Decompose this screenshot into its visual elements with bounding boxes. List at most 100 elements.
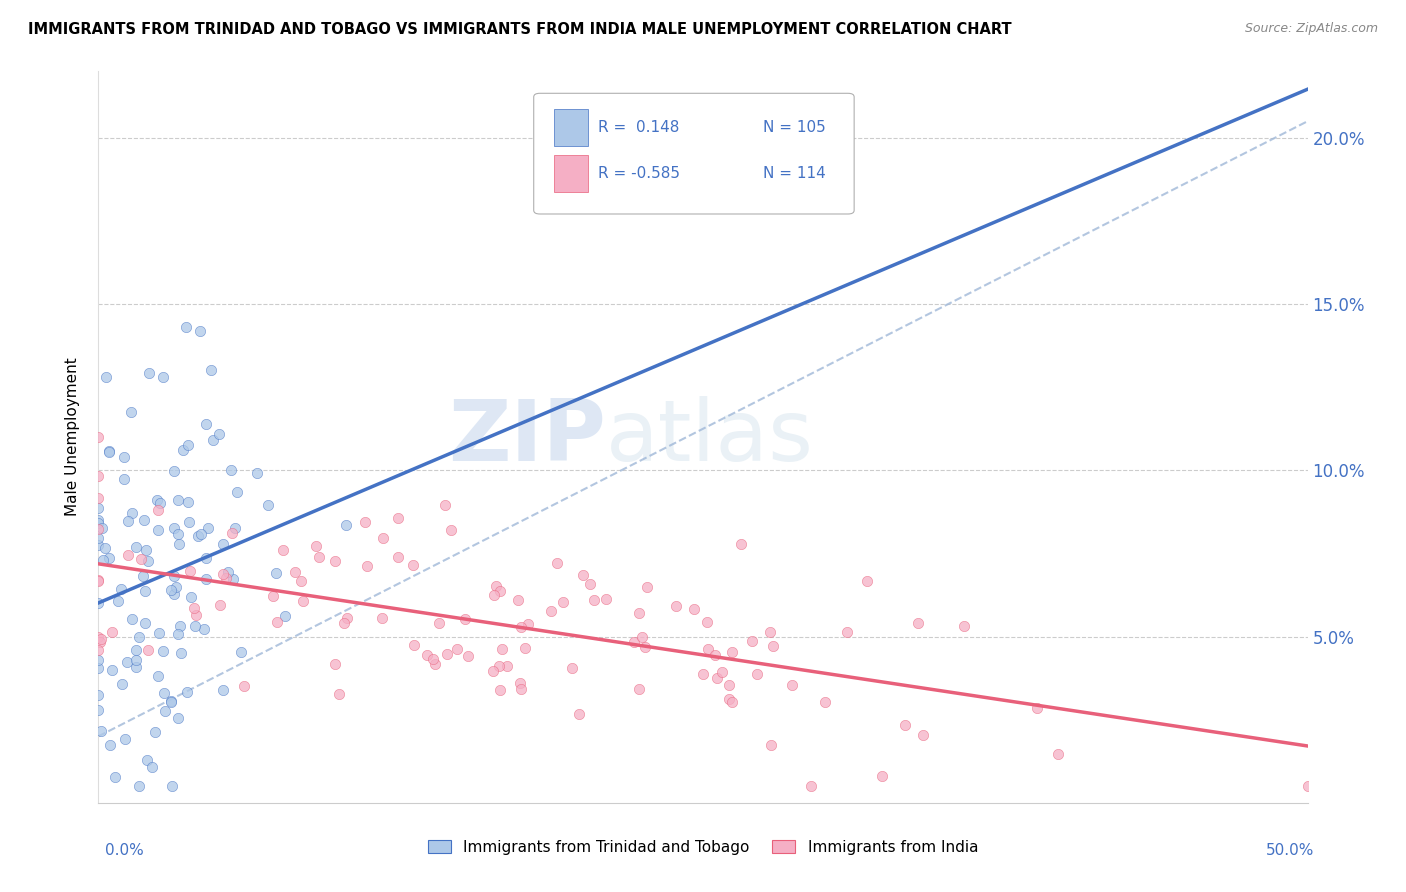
Point <box>246 466 269 480</box>
Point <box>425 657 447 671</box>
Point <box>370 610 392 624</box>
Point <box>163 568 186 582</box>
Point <box>208 599 231 613</box>
Point <box>427 616 450 631</box>
Point <box>87 703 110 717</box>
Point <box>354 515 377 529</box>
Point <box>136 643 159 657</box>
Point <box>174 319 197 334</box>
Point <box>271 542 294 557</box>
Point <box>212 537 235 551</box>
Point <box>292 594 315 608</box>
Point <box>143 725 166 739</box>
Point <box>780 678 803 692</box>
Point <box>87 653 110 667</box>
Point <box>194 573 217 587</box>
Point <box>87 643 110 657</box>
Point <box>91 521 114 535</box>
Point <box>183 601 205 615</box>
Point <box>454 612 477 626</box>
Text: R =  0.148: R = 0.148 <box>598 120 679 136</box>
Point <box>800 779 823 793</box>
Point <box>115 655 138 669</box>
Point <box>485 579 508 593</box>
Point <box>356 558 378 573</box>
Text: IMMIGRANTS FROM TRINIDAD AND TOBAGO VS IMMIGRANTS FROM INDIA MALE UNEMPLOYMENT C: IMMIGRANTS FROM TRINIDAD AND TOBAGO VS I… <box>28 22 1012 37</box>
Point <box>215 571 238 585</box>
Point <box>167 492 190 507</box>
Point <box>759 625 782 640</box>
Point <box>172 443 194 458</box>
Point <box>568 706 591 721</box>
Point <box>912 728 935 742</box>
Point <box>146 669 169 683</box>
Point <box>97 550 120 565</box>
Text: 0.0%: 0.0% <box>105 843 145 858</box>
Point <box>87 573 110 587</box>
Point <box>153 686 176 700</box>
Point <box>146 492 169 507</box>
Point <box>579 577 602 591</box>
Point <box>160 694 183 708</box>
Point <box>623 634 645 648</box>
Point <box>387 510 409 524</box>
Point <box>87 491 110 506</box>
Point <box>696 615 718 629</box>
Point <box>179 564 201 578</box>
Point <box>94 541 117 556</box>
Point <box>184 618 207 632</box>
Text: N = 114: N = 114 <box>763 166 827 181</box>
Point <box>87 574 110 588</box>
Text: atlas: atlas <box>606 395 814 479</box>
Point <box>97 445 120 459</box>
Point <box>160 779 183 793</box>
Point <box>117 548 139 562</box>
Point <box>160 695 183 709</box>
Point <box>257 498 280 512</box>
Point <box>90 632 112 646</box>
Point <box>90 723 112 738</box>
Point <box>194 550 217 565</box>
Point <box>208 427 231 442</box>
Point <box>112 450 135 465</box>
Point <box>759 738 782 752</box>
Point <box>135 543 157 558</box>
Point <box>87 516 110 531</box>
Point <box>335 518 357 533</box>
Point <box>149 496 172 510</box>
Point <box>546 556 568 570</box>
Text: N = 105: N = 105 <box>763 120 827 136</box>
Point <box>221 572 243 586</box>
Point <box>219 463 242 477</box>
Point <box>180 590 202 604</box>
Point <box>232 679 254 693</box>
Point <box>177 495 200 509</box>
Point <box>112 471 135 485</box>
Point <box>835 624 858 639</box>
Point <box>200 362 222 376</box>
Point <box>170 646 193 660</box>
Text: ZIP: ZIP <box>449 395 606 479</box>
Point <box>87 469 110 483</box>
Point <box>132 569 155 583</box>
Point <box>704 648 727 662</box>
Point <box>631 630 654 644</box>
Point <box>264 566 287 580</box>
Point <box>284 566 307 580</box>
Point <box>561 661 583 675</box>
Point <box>134 615 156 630</box>
Point <box>91 552 114 566</box>
Point <box>336 611 359 625</box>
Point <box>893 718 915 732</box>
Point <box>121 506 143 520</box>
Point <box>128 630 150 644</box>
Point <box>138 367 160 381</box>
Point <box>516 617 538 632</box>
Point <box>202 433 225 447</box>
Point <box>513 640 536 655</box>
Point <box>540 604 562 618</box>
Point <box>167 711 190 725</box>
Point <box>87 596 110 610</box>
Point <box>439 523 461 537</box>
Point <box>87 538 110 552</box>
